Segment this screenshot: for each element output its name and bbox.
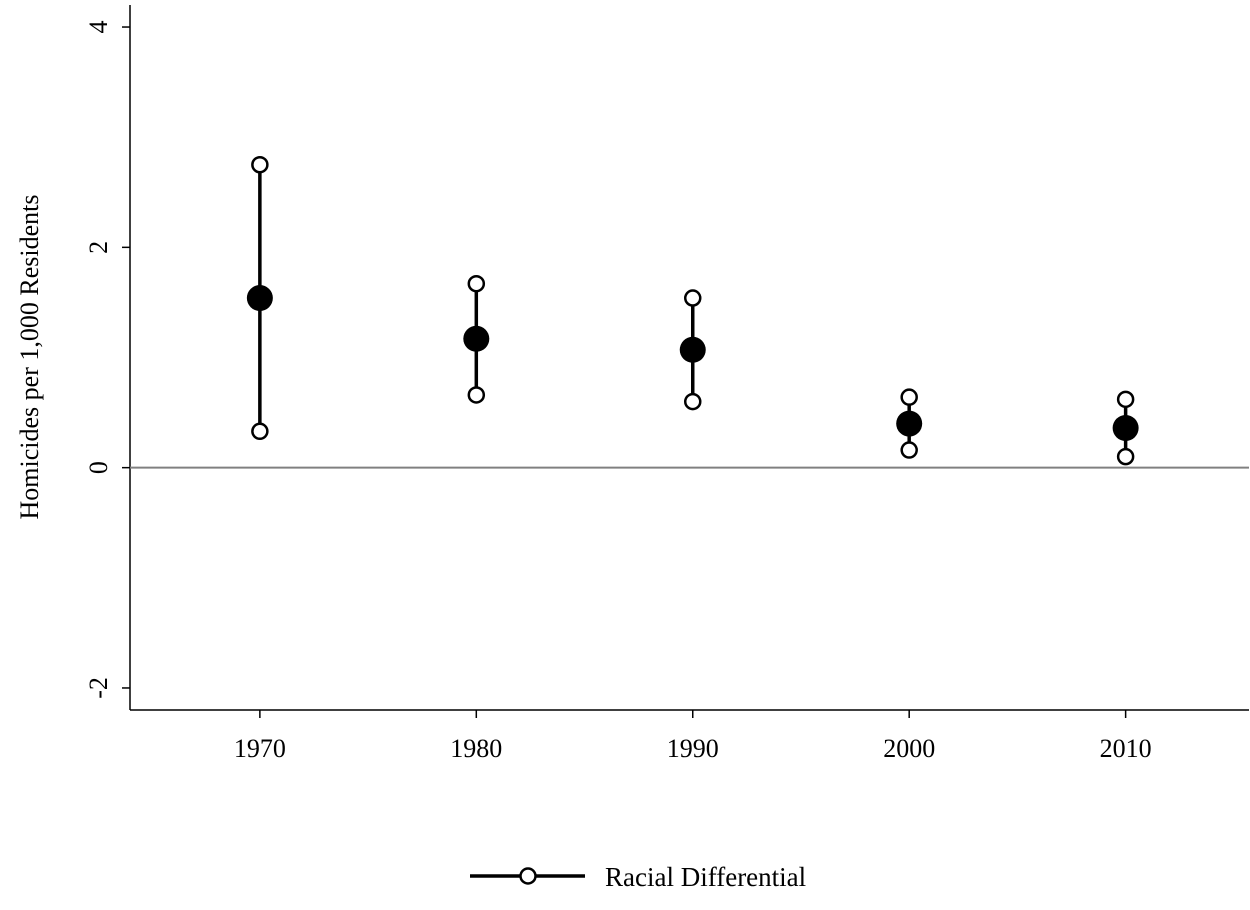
point-estimate-marker	[463, 325, 490, 352]
legend: Racial Differential	[470, 862, 806, 892]
plot-marks	[246, 155, 1139, 466]
x-axis-ticks: 1970 1980 1990 2000 2010	[234, 710, 1152, 763]
lower-bound-marker	[467, 386, 486, 404]
y-tick-label: 0	[84, 461, 113, 474]
y-tick-label: 2	[84, 241, 113, 254]
point-estimate-marker	[679, 336, 706, 363]
lower-bound-marker	[683, 392, 702, 411]
y-tick-label: -2	[84, 677, 113, 699]
x-tick-label: 2000	[883, 734, 935, 763]
point-estimate-marker	[1112, 415, 1139, 441]
upper-bound-marker	[1116, 390, 1135, 409]
legend-marker	[519, 867, 537, 885]
lower-bound-marker	[1116, 447, 1135, 466]
x-tick-label: 1980	[450, 734, 502, 763]
upper-bound-marker	[251, 155, 269, 174]
y-tick-label: 4	[84, 21, 113, 34]
y-axis-ticks: -2 0 2 4	[84, 21, 130, 699]
point-estimate-marker	[246, 285, 273, 312]
upper-bound-marker	[467, 274, 486, 293]
point-estimate-marker	[896, 410, 923, 437]
x-tick-label: 2010	[1100, 734, 1152, 763]
upper-bound-marker	[683, 289, 702, 307]
legend-label: Racial Differential	[605, 862, 806, 892]
x-tick-label: 1970	[234, 734, 286, 763]
upper-bound-marker	[900, 388, 918, 406]
lower-bound-marker	[900, 441, 918, 459]
y-axis-label: Homicides per 1,000 Residents	[15, 195, 44, 520]
x-tick-label: 1990	[667, 734, 719, 763]
lower-bound-marker	[251, 422, 269, 441]
